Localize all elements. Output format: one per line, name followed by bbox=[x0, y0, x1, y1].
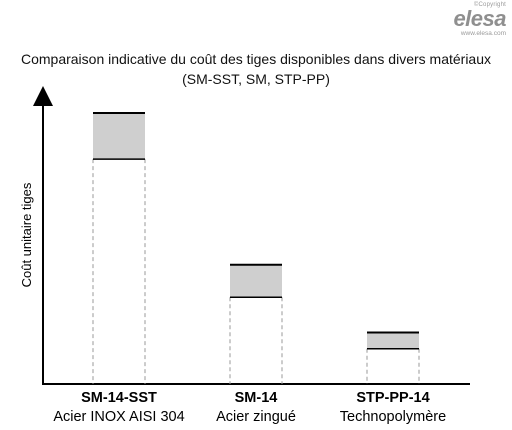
chart-title: Comparaison indicative du coût des tiges… bbox=[20, 51, 492, 67]
brand-url: www.elesa.com bbox=[460, 30, 506, 37]
category-sublabel: Technopolymère bbox=[340, 409, 446, 425]
bar-range bbox=[230, 264, 282, 298]
category-sublabel: Acier INOX AISI 304 bbox=[53, 409, 184, 425]
bar-range bbox=[93, 113, 145, 160]
category-label: SM-14 bbox=[235, 390, 278, 406]
bars-group: SM-14-SST Acier INOX AISI 304 SM-14 Acier z… bbox=[53, 112, 446, 425]
category-label: SM-14-SST bbox=[81, 390, 157, 406]
y-axis-label: Coût unitaire tiges bbox=[19, 182, 34, 287]
bar-range bbox=[367, 332, 419, 349]
elesa-logo: ©Copyright elesa www.elesa.com bbox=[416, 2, 506, 48]
chart-subtitle: (SM-SST, SM, STP-PP) bbox=[182, 71, 330, 87]
brand-name: elesa bbox=[453, 6, 506, 31]
category-sublabel: Acier zingué bbox=[216, 409, 296, 425]
category-label: STP-PP-14 bbox=[356, 390, 429, 406]
copyright-text: ©Copyright bbox=[473, 2, 506, 8]
